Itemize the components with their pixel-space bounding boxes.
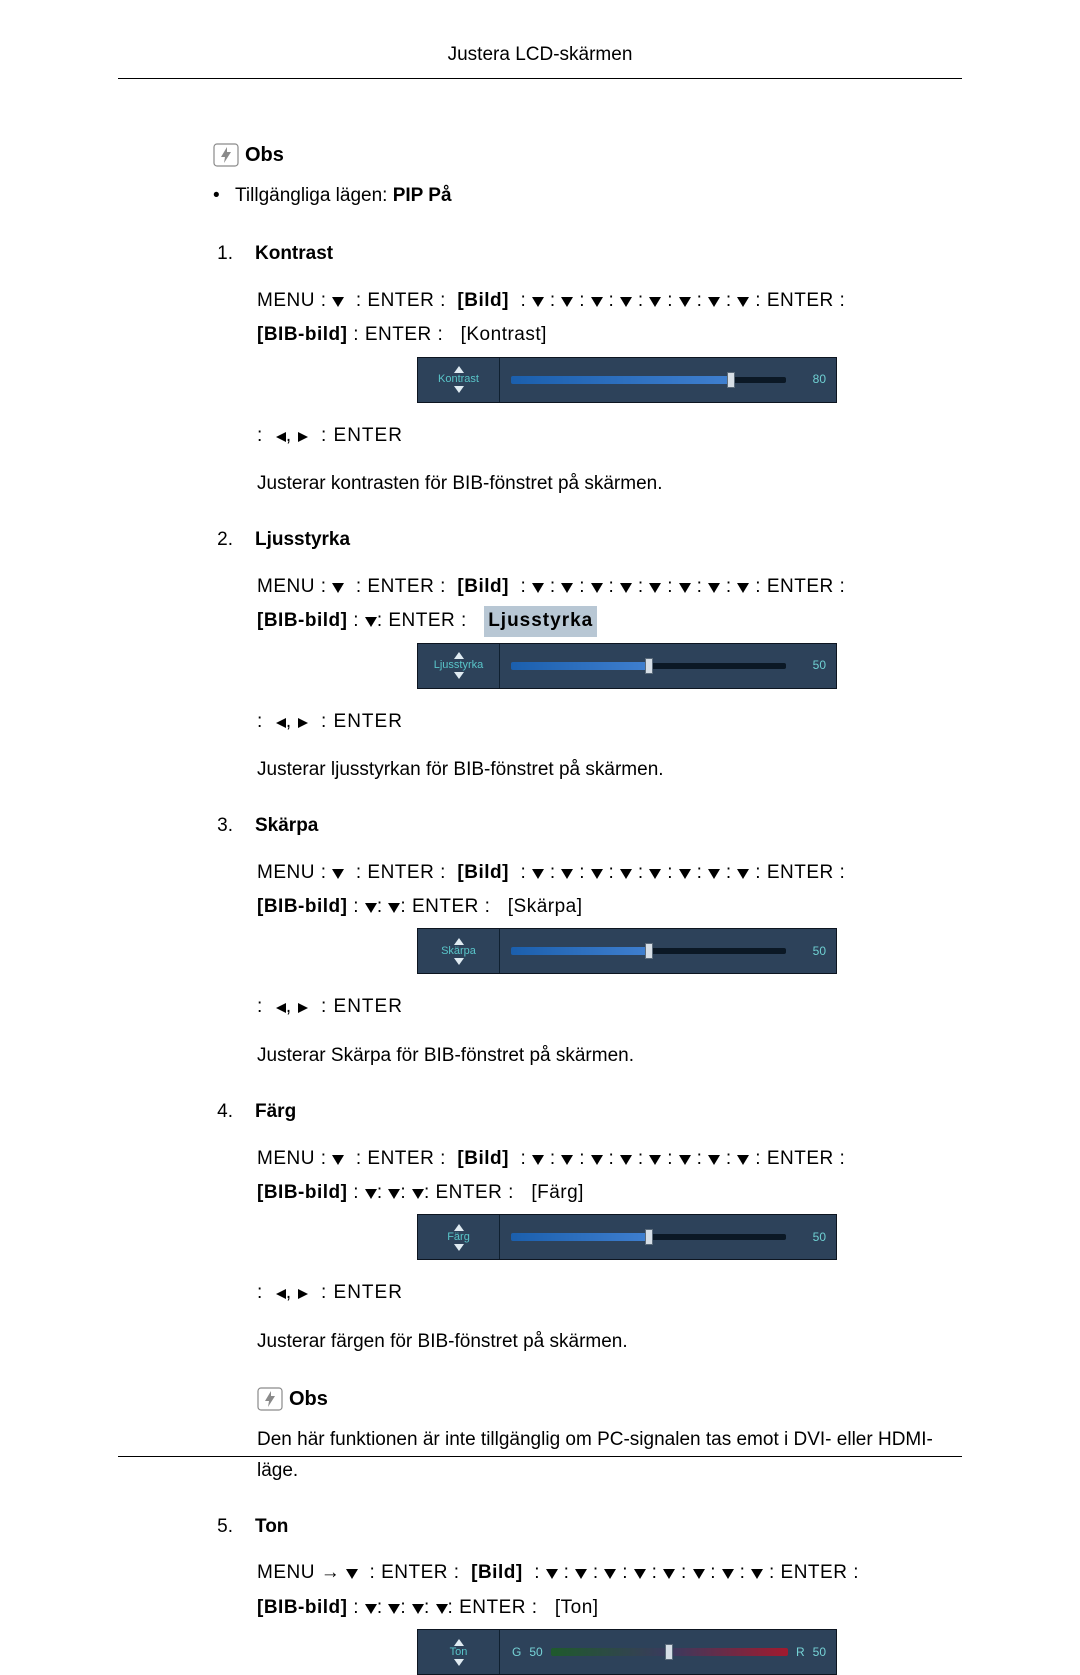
ton-g-value: 50 — [529, 1643, 542, 1662]
section-title: Ljusstyrka — [255, 525, 350, 555]
nav-path-line1: MENU : : ENTER : [Bild] : : : : : : : : … — [257, 858, 962, 888]
osd-thumb[interactable] — [645, 658, 653, 674]
osd-label: Färg — [447, 1232, 470, 1243]
osd-up-icon — [454, 1224, 464, 1231]
section-desc: Justerar ljusstyrkan för BIB-fönstret på… — [257, 755, 962, 785]
section-kontrast: 1. Kontrast MENU : : ENTER : [Bild] : : … — [213, 239, 962, 499]
note-icon — [213, 143, 239, 167]
section-färg: 4. Färg MENU : : ENTER : [Bild] : : : : … — [213, 1097, 962, 1486]
nav-path-line2: [BIB-bild] : : : ENTER : [Skärpa] — [257, 892, 962, 922]
osd-track[interactable] — [512, 948, 786, 954]
osd-down-icon — [454, 672, 464, 679]
bracket-label: [Färg] — [531, 1182, 584, 1203]
osd-slider-skärpa: Skärpa 50 — [417, 928, 837, 974]
footer-rule — [118, 1456, 962, 1457]
section-title: Kontrast — [255, 239, 333, 269]
osd-value: 50 — [800, 656, 826, 675]
bracket-label: [Ton] — [555, 1597, 599, 1618]
nav-path-line2: [BIB-bild] : : : : ENTER : [Färg] — [257, 1178, 962, 1208]
content-body: Obs Tillgängliga lägen: PIP På 1. Kontra… — [118, 139, 962, 1675]
osd-value: 50 — [800, 942, 826, 961]
ton-g-label: G — [512, 1643, 521, 1662]
page-header-title: Justera LCD-skärmen — [118, 44, 962, 79]
osd-track[interactable] — [512, 377, 786, 383]
section-title: Färg — [255, 1097, 296, 1127]
ton-thumb[interactable] — [665, 1644, 673, 1660]
section-number: 3. — [213, 811, 233, 841]
bracket-highlight: Ljusstyrka — [484, 606, 597, 636]
osd-label: Ljusstyrka — [434, 660, 484, 671]
osd-up-icon — [454, 1639, 464, 1646]
osd-track[interactable] — [512, 663, 786, 669]
osd-slider-färg: Färg 50 — [417, 1214, 837, 1260]
obs-heading: Obs — [213, 139, 962, 171]
osd-thumb[interactable] — [727, 372, 735, 388]
section-number: 5. — [213, 1512, 233, 1542]
section-ton: 5. Ton MENU → : ENTER : [Bild] : : : : :… — [213, 1512, 962, 1675]
section-title: Ton — [255, 1512, 288, 1542]
lr-enter-line: : , : ENTER — [257, 707, 962, 737]
nav-path-line1: MENU → : ENTER : [Bild] : : : : : : : : … — [257, 1558, 962, 1588]
ton-track[interactable] — [551, 1648, 788, 1656]
lr-enter-line: : , : ENTER — [257, 421, 962, 451]
obs-label: Obs — [245, 139, 284, 171]
osd-down-icon — [454, 386, 464, 393]
osd-track[interactable] — [512, 1234, 786, 1240]
osd-slider-ton: Ton G 50 R 50 — [417, 1629, 837, 1675]
osd-down-icon — [454, 1244, 464, 1251]
section-number: 1. — [213, 239, 233, 269]
osd-up-icon — [454, 366, 464, 373]
osd-down-icon — [454, 958, 464, 965]
osd-value: 50 — [800, 1228, 826, 1247]
note-icon — [257, 1387, 283, 1411]
section-ljusstyrka: 2. Ljusstyrka MENU : : ENTER : [Bild] : … — [213, 525, 962, 785]
lr-enter-line: : , : ENTER — [257, 992, 962, 1022]
nav-path-line1: MENU : : ENTER : [Bild] : : : : : : : : … — [257, 1144, 962, 1174]
osd-up-icon — [454, 938, 464, 945]
nav-path-line1: MENU : : ENTER : [Bild] : : : : : : : : … — [257, 286, 962, 316]
osd-slider-kontrast: Kontrast 80 — [417, 357, 837, 403]
nav-path-line1: MENU : : ENTER : [Bild] : : : : : : : : … — [257, 572, 962, 602]
osd-value: 80 — [800, 370, 826, 389]
obs-heading-inline: Obs — [257, 1383, 962, 1415]
section-desc: Justerar kontrasten för BIB-fönstret på … — [257, 469, 962, 499]
osd-slider-ljusstyrka: Ljusstyrka 50 — [417, 643, 837, 689]
obs-label: Obs — [289, 1383, 328, 1415]
modes-prefix: Tillgängliga lägen: — [235, 185, 393, 206]
section-desc: Justerar färgen för BIB-fönstret på skär… — [257, 1327, 962, 1357]
modes-bullet: Tillgängliga lägen: PIP På — [213, 181, 962, 211]
osd-up-icon — [454, 652, 464, 659]
bracket-label: [Kontrast] — [461, 324, 547, 345]
osd-thumb[interactable] — [645, 943, 653, 959]
osd-label: Ton — [450, 1647, 468, 1658]
section-number: 4. — [213, 1097, 233, 1127]
osd-down-icon — [454, 1659, 464, 1666]
osd-thumb[interactable] — [645, 1229, 653, 1245]
section-skärpa: 3. Skärpa MENU : : ENTER : [Bild] : : : … — [213, 811, 962, 1071]
ton-r-value: 50 — [813, 1643, 826, 1662]
nav-path-line2: [BIB-bild] : : ENTER : Ljusstyrka — [257, 606, 962, 636]
osd-label: Skärpa — [441, 946, 476, 957]
section-desc: Justerar Skärpa för BIB-fönstret på skär… — [257, 1041, 962, 1071]
lr-enter-line: : , : ENTER — [257, 1278, 962, 1308]
osd-label: Kontrast — [438, 374, 479, 385]
bracket-label: [Skärpa] — [508, 896, 583, 917]
section-number: 2. — [213, 525, 233, 555]
nav-path-line2: [BIB-bild] : : : : : ENTER : [Ton] — [257, 1593, 962, 1623]
nav-path-line2: [BIB-bild] : ENTER : [Kontrast] — [257, 320, 962, 350]
ton-r-label: R — [796, 1643, 805, 1662]
section-title: Skärpa — [255, 811, 318, 841]
modes-bold: PIP På — [393, 185, 452, 206]
